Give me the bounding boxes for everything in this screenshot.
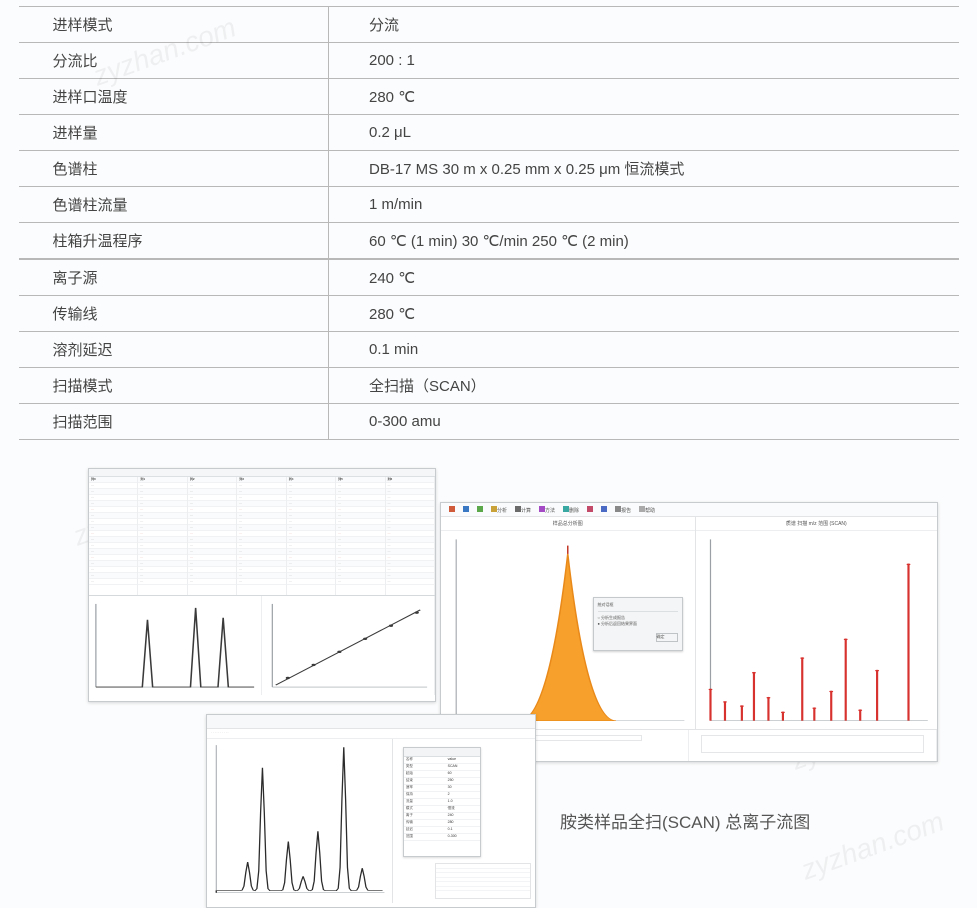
side-panel: 名称value类型SCAN起始60结束250速率30保持2流量1.0模式恒流离子… <box>392 739 535 903</box>
status-panel <box>689 730 937 761</box>
param-value: 全扫描（SCAN） <box>329 368 959 404</box>
param-value: 60 ℃ (1 min) 30 ℃/min 250 ℃ (2 min) <box>329 223 959 260</box>
table-row: 色谱柱DB-17 MS 30 m x 0.25 mm x 0.25 μm 恒流模… <box>19 151 959 187</box>
panel-title: 质谱 扫描 m/z 范围 (SCAN) <box>696 517 937 531</box>
properties-popup[interactable]: 名称value类型SCAN起始60结束250速率30保持2流量1.0模式恒流离子… <box>403 747 481 857</box>
toolbar-item[interactable]: 计算 <box>515 506 531 514</box>
table-row: 扫描范围0-300 amu <box>19 404 959 440</box>
mass-spectrum-panel: 质谱 扫描 m/z 范围 (SCAN) <box>696 517 937 729</box>
figure-caption: 胺类样品全扫(SCAN) 总离子流图 <box>560 808 810 833</box>
param-name: 扫描范围 <box>19 404 329 440</box>
param-value: DB-17 MS 30 m x 0.25 mm x 0.25 μm 恒流模式 <box>329 151 959 187</box>
table-row: 传输线280 ℃ <box>19 296 959 332</box>
table-row: 进样口温度280 ℃ <box>19 79 959 115</box>
toolbar-item[interactable] <box>477 506 483 514</box>
param-name: 柱箱升温程序 <box>19 223 329 260</box>
property-row: 类型SCAN <box>404 764 480 771</box>
toolbar-item[interactable] <box>587 506 593 514</box>
param-name: 扫描模式 <box>19 368 329 404</box>
toolbar-item[interactable]: 分析 <box>491 506 507 514</box>
table-row: 溶剂延迟0.1 min <box>19 332 959 368</box>
table-row: 离子源240 ℃ <box>19 259 959 296</box>
window-titlebar <box>89 469 435 477</box>
table-row: 进样模式分流 <box>19 7 959 43</box>
screenshot-chromatogram-editor: · · · · · · · · · · 名称value类型SCAN起始60结束2… <box>206 714 536 908</box>
param-name: 色谱柱流量 <box>19 187 329 223</box>
param-value: 0.2 μL <box>329 115 959 151</box>
table-row: 色谱柱流量1 m/min <box>19 187 959 223</box>
data-grid: 列0······································… <box>89 477 435 595</box>
dialog-option[interactable]: ● 分析后返回结果界面 <box>598 621 678 627</box>
property-row: 结束250 <box>404 778 480 785</box>
property-row: 保持2 <box>404 792 480 799</box>
table-row: 柱箱升温程序60 ℃ (1 min) 30 ℃/min 250 ℃ (2 min… <box>19 223 959 260</box>
param-value: 分流 <box>329 7 959 43</box>
param-name: 进样量 <box>19 115 329 151</box>
param-value: 0.1 min <box>329 332 959 368</box>
window-titlebar <box>207 715 535 729</box>
toolbar-item[interactable]: 报告 <box>615 506 631 514</box>
property-row: 传输280 <box>404 820 480 827</box>
param-value: 1 m/min <box>329 187 959 223</box>
param-value: 280 ℃ <box>329 296 959 332</box>
toolbar-item[interactable] <box>601 506 607 514</box>
software-toolbar: 分析计算方法删除 报告帮助 <box>441 503 937 517</box>
property-row: 流量1.0 <box>404 799 480 806</box>
panel-title: 样品总分析图 <box>441 517 695 531</box>
table-row: 分流比200 : 1 <box>19 43 959 79</box>
chromatogram-thumbnail-left <box>89 596 262 695</box>
dialog-title: 统对话框 <box>598 602 678 612</box>
property-row: 速率30 <box>404 785 480 792</box>
param-name: 进样模式 <box>19 7 329 43</box>
param-name: 离子源 <box>19 259 329 296</box>
param-name: 传输线 <box>19 296 329 332</box>
table-row: 进样量0.2 μL <box>19 115 959 151</box>
param-name: 溶剂延迟 <box>19 332 329 368</box>
param-name: 色谱柱 <box>19 151 329 187</box>
property-row: 名称value <box>404 757 480 764</box>
param-name: 进样口温度 <box>19 79 329 115</box>
property-row: 模式恒流 <box>404 806 480 813</box>
param-value: 280 ℃ <box>329 79 959 115</box>
param-value: 200 : 1 <box>329 43 959 79</box>
popup-header <box>404 748 480 757</box>
property-row: 范围0-300 <box>404 834 480 841</box>
toolbar-item[interactable]: 帮助 <box>639 506 655 514</box>
toolbar-item[interactable] <box>449 506 455 514</box>
param-name: 分流比 <box>19 43 329 79</box>
toolbar-item[interactable] <box>463 506 469 514</box>
chromatogram-plot <box>207 739 392 903</box>
property-row: 起始60 <box>404 771 480 778</box>
toolbar-item[interactable]: 删除 <box>563 506 579 514</box>
property-row: 离子240 <box>404 813 480 820</box>
tic-peak-panel: 样品总分析图 统对话框 ○ 分析生成报告 ● 分析后返回结果界面 确定 <box>441 517 696 729</box>
software-toolbar: · · · · · · · · · · <box>207 729 535 739</box>
instrument-parameters-table: 进样模式分流分流比200 : 1进样口温度280 ℃进样量0.2 μL色谱柱DB… <box>19 6 959 440</box>
param-value: 240 ℃ <box>329 259 959 296</box>
screenshot-batch-table: 列0······································… <box>88 468 436 702</box>
table-row: 扫描模式全扫描（SCAN） <box>19 368 959 404</box>
dialog-popup[interactable]: 统对话框 ○ 分析生成报告 ● 分析后返回结果界面 确定 <box>593 597 683 651</box>
calibration-thumbnail-right <box>262 596 435 695</box>
software-screenshot-cluster: 列0······································… <box>0 468 977 888</box>
property-row: 延迟0.1 <box>404 827 480 834</box>
mini-table <box>435 863 531 899</box>
confirm-button[interactable]: 确定 <box>656 633 678 642</box>
toolbar-item[interactable]: 方法 <box>539 506 555 514</box>
param-value: 0-300 amu <box>329 404 959 440</box>
